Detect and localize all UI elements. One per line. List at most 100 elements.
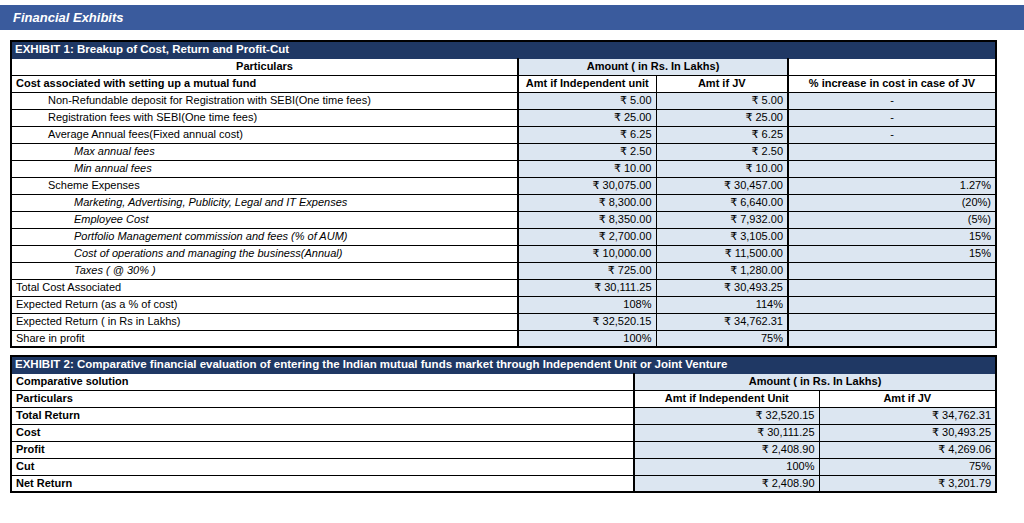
particulars-header: Particulars [11, 58, 518, 75]
cell-particular: Non-Refundable deposit for Registration … [11, 92, 518, 109]
table-row: Cost ₹ 30,111.25 ₹ 30,493.25 [11, 424, 996, 441]
amount-group-header: Amount ( in Rs. In Lakhs) [518, 58, 788, 75]
cell-amt-jv: 75% [819, 458, 996, 475]
cell-amt-jv: ₹ 34,762.31 [819, 407, 996, 424]
cell-particular: Scheme Expenses [11, 177, 518, 194]
cell-particular: Cost [11, 424, 634, 441]
cell-amt-jv: ₹ 3,105.00 [656, 228, 788, 245]
table-row: Employee Cost ₹ 8,350.00 ₹ 7,932.00 (5%) [11, 211, 996, 228]
cell-pct-increase: - [788, 126, 996, 143]
title-bar-label: Financial Exhibits [13, 10, 124, 25]
cell-pct-increase: 15% [788, 245, 996, 262]
cell-amt-jv: ₹ 11,500.00 [656, 245, 788, 262]
cell-particular: Portfolio Management commission and fees… [11, 228, 518, 245]
cell-amt-jv: 75% [656, 330, 788, 347]
table-row: Share in profit 100% 75% [11, 330, 996, 347]
col-header-independent: Amt if Independent Unit [634, 390, 819, 407]
cell-particular: Employee Cost [11, 211, 518, 228]
cell-amt-independent: ₹ 2,408.90 [634, 441, 819, 458]
cell-particular: Taxes ( @ 30% ) [11, 262, 518, 279]
cell-amt-jv: ₹ 10.00 [656, 160, 788, 177]
section-header: Cost associated with setting up a mutual… [11, 75, 518, 92]
cell-amt-independent: ₹ 2,700.00 [518, 228, 656, 245]
cell-amt-jv: ₹ 30,457.00 [656, 177, 788, 194]
cell-amt-jv: ₹ 6,640.00 [656, 194, 788, 211]
cell-pct-increase: 15% [788, 228, 996, 245]
cell-particular: Marketing, Advertising, Publicity, Legal… [11, 194, 518, 211]
cell-amt-jv: ₹ 7,932.00 [656, 211, 788, 228]
table-row: Max annual fees ₹ 2.50 ₹ 2.50 [11, 143, 996, 160]
table-row: Non-Refundable deposit for Registration … [11, 92, 996, 109]
particulars-header: Particulars [11, 390, 634, 407]
cell-pct-increase [788, 143, 996, 160]
cell-amt-independent: ₹ 32,520.15 [634, 407, 819, 424]
table-row: Profit ₹ 2,408.90 ₹ 4,269.06 [11, 441, 996, 458]
cell-particular: Expected Return (as a % of cost) [11, 296, 518, 313]
cell-amt-independent: ₹ 32,520.15 [518, 313, 656, 330]
cell-particular: Total Cost Associated [11, 279, 518, 296]
cell-particular: Average Annual fees(Fixed annual cost) [11, 126, 518, 143]
table-row: Marketing, Advertising, Publicity, Legal… [11, 194, 996, 211]
cell-particular: Total Return [11, 407, 634, 424]
comparative-solution-header: Comparative solution [11, 373, 634, 390]
exhibit2-title-row: EXHIBIT 2: Comparative financial evaluat… [11, 356, 996, 373]
cell-pct-increase: - [788, 92, 996, 109]
table-row: Cost of operations and managing the busi… [11, 245, 996, 262]
cell-amt-jv: ₹ 6.25 [656, 126, 788, 143]
table-row: Min annual fees ₹ 10.00 ₹ 10.00 [11, 160, 996, 177]
exhibit1-title: EXHIBIT 1: Breakup of Cost, Return and P… [11, 41, 996, 58]
cell-particular: Cut [11, 458, 634, 475]
exhibit1-table: EXHIBIT 1: Breakup of Cost, Return and P… [10, 40, 997, 348]
cell-amt-independent: ₹ 25.00 [518, 109, 656, 126]
exhibit1-title-row: EXHIBIT 1: Breakup of Cost, Return and P… [11, 41, 996, 58]
amount-group-header: Amount ( in Rs. In Lakhs) [634, 373, 996, 390]
table-row: Expected Return (as a % of cost) 108% 11… [11, 296, 996, 313]
cell-particular: Share in profit [11, 330, 518, 347]
cell-amt-jv: ₹ 4,269.06 [819, 441, 996, 458]
col-header-jv: Amt if JV [656, 75, 788, 92]
cell-pct-increase [788, 279, 996, 296]
cell-amt-jv: 114% [656, 296, 788, 313]
cell-particular: Max annual fees [11, 143, 518, 160]
cell-pct-increase [788, 262, 996, 279]
cell-pct-increase [788, 330, 996, 347]
cell-amt-independent: 100% [634, 458, 819, 475]
exhibit2-group-header-row: Comparative solution Amount ( in Rs. In … [11, 373, 996, 390]
cell-amt-jv: ₹ 30,493.25 [656, 279, 788, 296]
cell-amt-jv: ₹ 30,493.25 [819, 424, 996, 441]
col-header-independent: Amt if Independent unit [518, 75, 656, 92]
cell-particular: Registration fees with SEBI(One time fee… [11, 109, 518, 126]
cell-amt-independent: ₹ 8,300.00 [518, 194, 656, 211]
cell-amt-jv: ₹ 5.00 [656, 92, 788, 109]
table-row: Expected Return ( in Rs in Lakhs) ₹ 32,5… [11, 313, 996, 330]
cell-pct-increase [788, 296, 996, 313]
cell-pct-increase: 1.27% [788, 177, 996, 194]
cell-amt-independent: ₹ 30,111.25 [634, 424, 819, 441]
table-row: Net Return ₹ 2,408.90 ₹ 3,201.79 [11, 475, 996, 492]
table-row: Total Return ₹ 32,520.15 ₹ 34,762.31 [11, 407, 996, 424]
exhibit2-column-header-row: Particulars Amt if Independent Unit Amt … [11, 390, 996, 407]
cell-particular: Profit [11, 441, 634, 458]
cell-pct-increase [788, 160, 996, 177]
cell-amt-independent: ₹ 30,111.25 [518, 279, 656, 296]
cell-amt-independent: ₹ 2,408.90 [634, 475, 819, 492]
cell-amt-independent: ₹ 725.00 [518, 262, 656, 279]
col-header-jv: Amt if JV [819, 390, 996, 407]
exhibit1-column-header-row: Cost associated with setting up a mutual… [11, 75, 996, 92]
title-bar: Financial Exhibits [0, 5, 1024, 30]
cell-particular: Min annual fees [11, 160, 518, 177]
cell-amt-independent: ₹ 2.50 [518, 143, 656, 160]
cell-amt-jv: ₹ 2.50 [656, 143, 788, 160]
blank-header-cell [788, 58, 996, 75]
exhibit1-group-header-row: Particulars Amount ( in Rs. In Lakhs) [11, 58, 996, 75]
cell-amt-independent: ₹ 10,000.00 [518, 245, 656, 262]
cell-particular: Expected Return ( in Rs in Lakhs) [11, 313, 518, 330]
col-header-pct-increase: % increase in cost in case of JV [788, 75, 996, 92]
cell-particular: Cost of operations and managing the busi… [11, 245, 518, 262]
cell-pct-increase: - [788, 109, 996, 126]
table-row: Cut 100% 75% [11, 458, 996, 475]
cell-amt-independent: ₹ 10.00 [518, 160, 656, 177]
table-row: Portfolio Management commission and fees… [11, 228, 996, 245]
cell-amt-jv: ₹ 1,280.00 [656, 262, 788, 279]
cell-pct-increase: (20%) [788, 194, 996, 211]
